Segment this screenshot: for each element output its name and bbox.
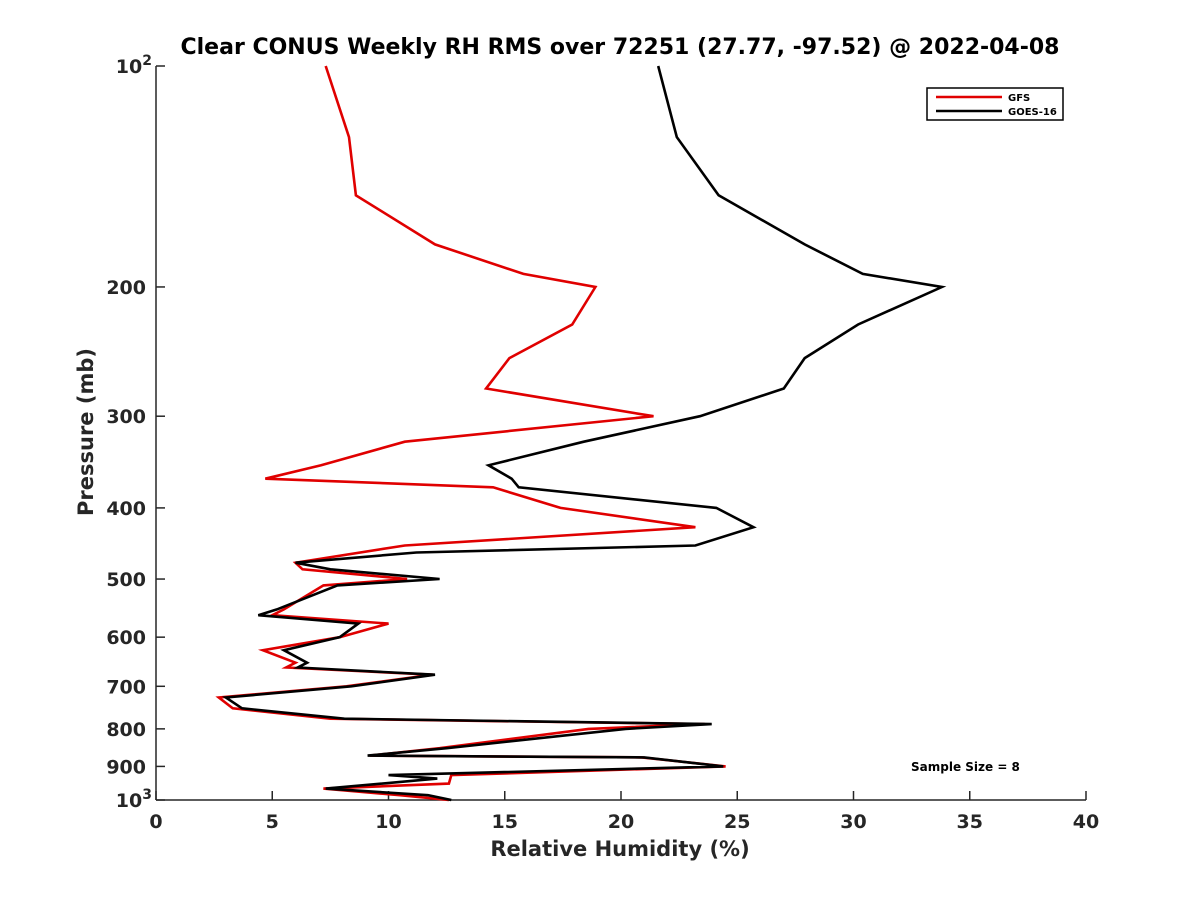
x-tick-label: 15 <box>492 811 518 833</box>
sample-size-annotation: Sample Size = 8 <box>911 760 1020 774</box>
y-tick-label: 600 <box>106 627 146 649</box>
legend-box <box>926 87 1064 121</box>
legend: GFS GOES-16 <box>926 87 1064 121</box>
x-tick-label: 0 <box>149 811 162 833</box>
y-tick-label: 102 <box>116 53 152 78</box>
x-tick-label: 20 <box>608 811 634 833</box>
legend-label-goes-16: GOES-16 <box>1008 107 1057 118</box>
y-tick-label: 800 <box>106 719 146 741</box>
x-tick-label: 30 <box>840 811 866 833</box>
y-tick-label: 700 <box>106 676 146 698</box>
x-axis-label: Relative Humidity (%) <box>490 837 749 861</box>
y-tick-label: 900 <box>106 756 146 778</box>
x-tick-label: 10 <box>375 811 401 833</box>
y-tick-label: 300 <box>106 406 146 428</box>
y-axis-label: Pressure (mb) <box>74 348 98 516</box>
x-tick-label: 35 <box>957 811 983 833</box>
x-tick-label: 25 <box>724 811 750 833</box>
y-tick-label: 500 <box>106 569 146 591</box>
x-axis: 0 5 10 15 20 25 30 35 40 <box>149 791 1099 833</box>
y-tick-label: 400 <box>106 498 146 520</box>
y-tick-label: 200 <box>106 277 146 299</box>
series-layer <box>215 65 947 802</box>
y-tick-label: 103 <box>116 787 152 812</box>
series-line-gfs <box>215 65 726 802</box>
x-tick-label: 5 <box>266 811 279 833</box>
series-line-goes-16 <box>222 65 947 802</box>
legend-label-gfs: GFS <box>1008 93 1030 104</box>
y-axis: 102 200 300 400 500 600 700 800 900 103 <box>106 53 165 812</box>
chart-title: Clear CONUS Weekly RH RMS over 72251 (27… <box>181 35 1060 60</box>
x-tick-label: 40 <box>1073 811 1099 833</box>
